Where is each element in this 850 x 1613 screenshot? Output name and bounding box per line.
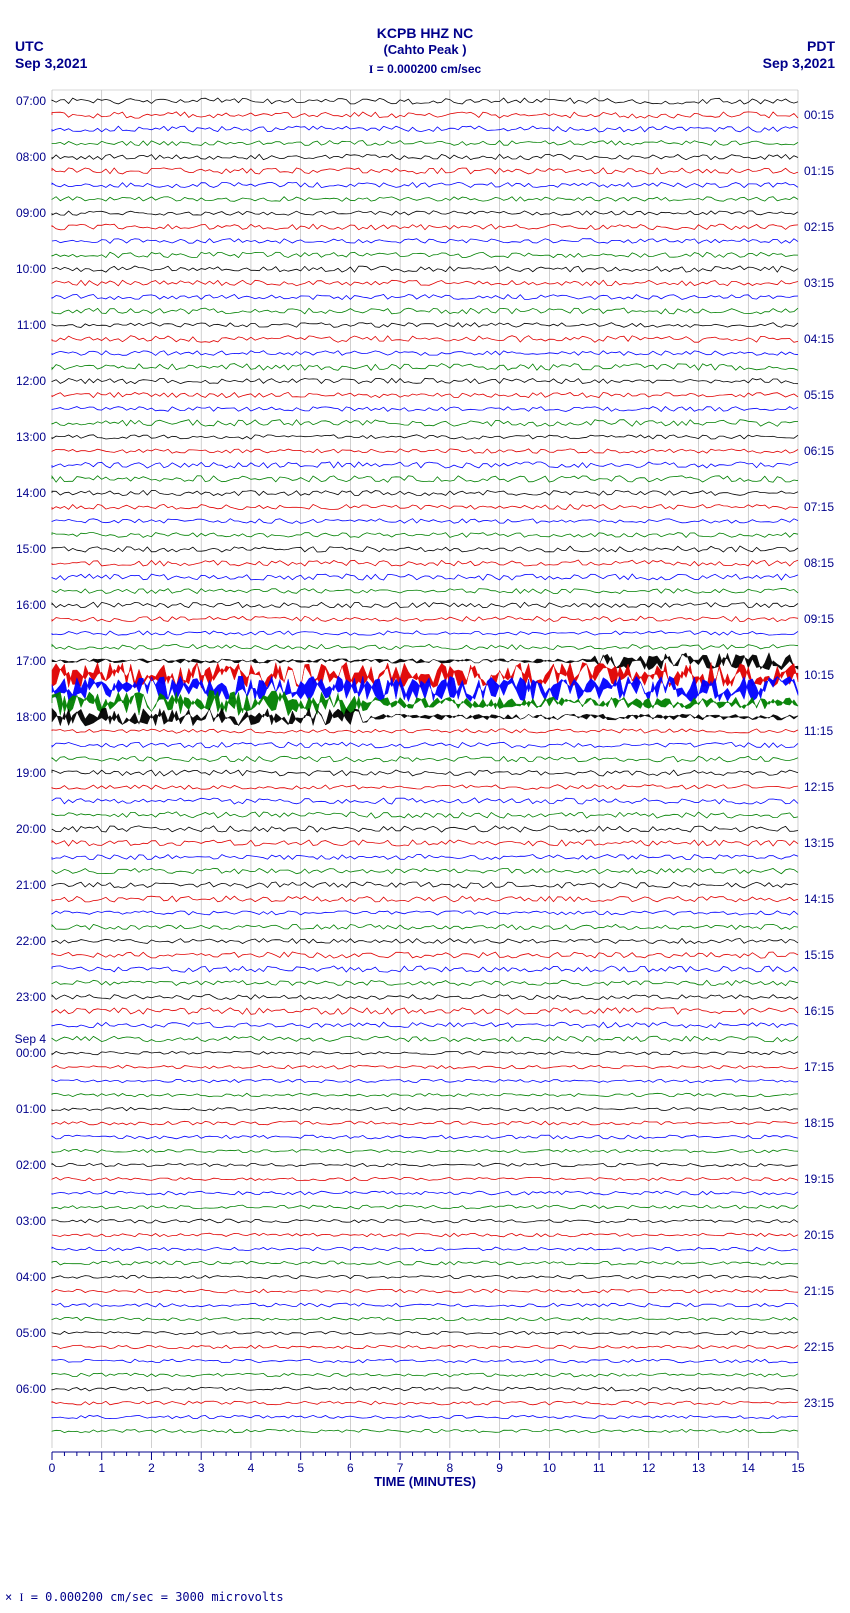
pdt-date: Sep 3,2021	[763, 55, 835, 71]
svg-text:13: 13	[692, 1461, 706, 1475]
helicorder-plot: 07:00 00:15 08:00 01:15 09:00 02:15 10:00 03:15…	[0, 80, 850, 1585]
svg-text:22:00: 22:00	[16, 934, 46, 948]
svg-text:17:00: 17:00	[16, 654, 46, 668]
svg-text:8: 8	[447, 1461, 454, 1475]
svg-text:4: 4	[248, 1461, 255, 1475]
svg-text:21:00: 21:00	[16, 878, 46, 892]
station-title: KCPB HHZ NC	[0, 25, 850, 41]
svg-text:06:15: 06:15	[804, 444, 834, 458]
svg-text:15:00: 15:00	[16, 542, 46, 556]
svg-text:02:00: 02:00	[16, 1158, 46, 1172]
svg-text:09:00: 09:00	[16, 206, 46, 220]
svg-text:Sep 4: Sep 4	[15, 1032, 47, 1046]
svg-text:1: 1	[98, 1461, 105, 1475]
svg-text:08:15: 08:15	[804, 556, 834, 570]
svg-text:07:15: 07:15	[804, 500, 834, 514]
svg-text:14:15: 14:15	[804, 892, 834, 906]
svg-text:3: 3	[198, 1461, 205, 1475]
svg-text:21:15: 21:15	[804, 1284, 834, 1298]
svg-text:13:15: 13:15	[804, 836, 834, 850]
utc-date: Sep 3,2021	[15, 55, 87, 71]
svg-text:7: 7	[397, 1461, 404, 1475]
svg-text:18:00: 18:00	[16, 710, 46, 724]
svg-text:11:00: 11:00	[17, 318, 46, 332]
svg-text:16:00: 16:00	[16, 598, 46, 612]
svg-text:15:15: 15:15	[804, 948, 834, 962]
svg-text:05:15: 05:15	[804, 388, 834, 402]
svg-text:10: 10	[543, 1461, 557, 1475]
footer-scale: × I = 0.000200 cm/sec = 3000 microvolts	[5, 1590, 284, 1605]
svg-text:09:15: 09:15	[804, 612, 834, 626]
svg-text:11:15: 11:15	[804, 724, 833, 738]
svg-text:03:15: 03:15	[804, 276, 834, 290]
utc-tz-label: UTC	[15, 38, 44, 54]
svg-text:01:00: 01:00	[16, 1102, 46, 1116]
svg-text:11: 11	[593, 1461, 606, 1475]
svg-text:23:00: 23:00	[16, 990, 46, 1004]
svg-text:9: 9	[496, 1461, 503, 1475]
svg-text:10:15: 10:15	[804, 668, 834, 682]
site-name: (Cahto Peak )	[0, 42, 850, 57]
seismogram-page: KCPB HHZ NC (Cahto Peak ) I = 0.000200 c…	[0, 0, 850, 1613]
svg-text:20:15: 20:15	[804, 1228, 834, 1242]
svg-text:00:15: 00:15	[804, 108, 834, 122]
svg-text:16:15: 16:15	[804, 1004, 834, 1018]
svg-text:13:00: 13:00	[16, 430, 46, 444]
footer-prefix: ×	[5, 1590, 12, 1604]
svg-text:03:00: 03:00	[16, 1214, 46, 1228]
svg-text:19:00: 19:00	[16, 766, 46, 780]
svg-text:12: 12	[642, 1461, 656, 1475]
scale-bar-icon: I	[369, 62, 374, 76]
svg-text:0: 0	[49, 1461, 56, 1475]
svg-text:06:00: 06:00	[16, 1382, 46, 1396]
svg-text:TIME (MINUTES): TIME (MINUTES)	[374, 1474, 476, 1489]
svg-text:00:00: 00:00	[16, 1046, 46, 1060]
svg-text:23:15: 23:15	[804, 1396, 834, 1410]
scale-label: I = 0.000200 cm/sec	[0, 62, 850, 77]
svg-text:04:00: 04:00	[16, 1270, 46, 1284]
svg-text:14: 14	[742, 1461, 756, 1475]
svg-text:10:00: 10:00	[16, 262, 46, 276]
svg-text:14:00: 14:00	[16, 486, 46, 500]
svg-text:6: 6	[347, 1461, 354, 1475]
svg-text:12:15: 12:15	[804, 780, 834, 794]
svg-text:20:00: 20:00	[16, 822, 46, 836]
svg-text:12:00: 12:00	[16, 374, 46, 388]
svg-text:05:00: 05:00	[16, 1326, 46, 1340]
svg-text:17:15: 17:15	[804, 1060, 834, 1074]
svg-text:19:15: 19:15	[804, 1172, 834, 1186]
svg-text:07:00: 07:00	[16, 94, 46, 108]
scale-bar-icon: I	[19, 1590, 23, 1604]
svg-text:22:15: 22:15	[804, 1340, 834, 1354]
svg-text:02:15: 02:15	[804, 220, 834, 234]
svg-text:04:15: 04:15	[804, 332, 834, 346]
svg-text:2: 2	[148, 1461, 155, 1475]
svg-text:08:00: 08:00	[16, 150, 46, 164]
svg-text:15: 15	[791, 1461, 805, 1475]
svg-text:01:15: 01:15	[804, 164, 834, 178]
pdt-tz-label: PDT	[807, 38, 835, 54]
svg-text:18:15: 18:15	[804, 1116, 834, 1130]
svg-text:5: 5	[297, 1461, 304, 1475]
